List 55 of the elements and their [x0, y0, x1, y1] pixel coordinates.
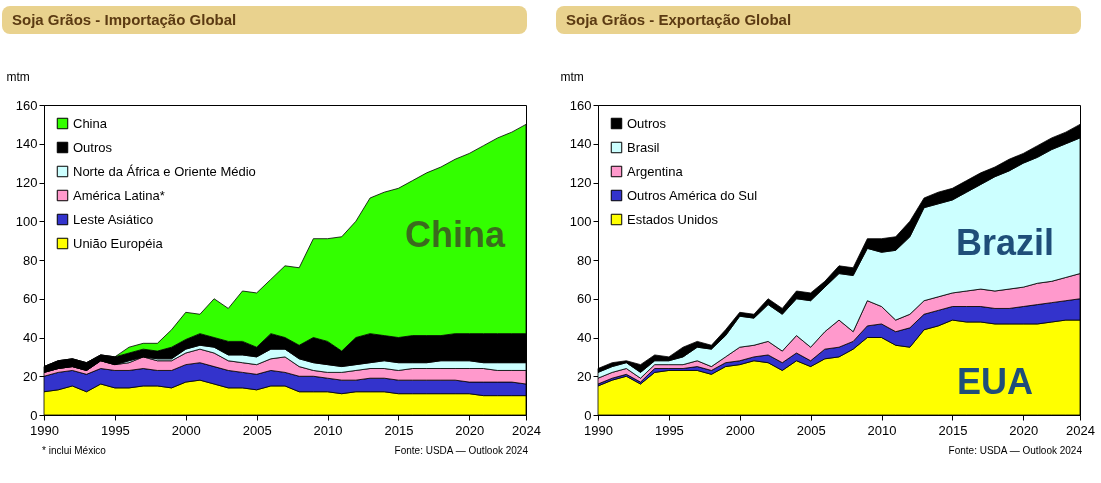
y-tick-label: 40: [23, 330, 38, 345]
x-tick-label: 1990: [584, 422, 613, 438]
x-tick-label: 2000: [725, 422, 755, 438]
x-tick-label: 2005: [796, 422, 826, 438]
x-tick-label: 1995: [654, 422, 684, 438]
annotation: EUA: [956, 361, 1034, 403]
legend-label: Outros América do Sul: [627, 187, 758, 203]
y-tick-label: 140: [15, 136, 38, 152]
x-tick-label: 2024: [512, 422, 541, 438]
y-tick-label: 160: [569, 97, 592, 113]
legend-label: Brasil: [627, 139, 660, 155]
legend-label: China: [73, 115, 108, 131]
y-tick-label: 120: [569, 175, 592, 190]
y-tick-label: 100: [15, 213, 38, 229]
legend-label: Norte da África e Oriente Médio: [73, 163, 256, 179]
x-tick-label: 1990: [30, 422, 59, 438]
legend-label: Outros: [73, 139, 113, 155]
source-note: Fonte: USDA — Outlook 2024: [948, 445, 1082, 456]
chart-title: Soja Grãos - Importação Global: [2, 6, 527, 34]
x-tick-label: 2010: [313, 422, 343, 438]
y-tick-label: 0: [584, 407, 592, 423]
x-tick-label: 2015: [938, 422, 968, 438]
x-tick-label: 2005: [242, 422, 272, 438]
y-axis-title: mtm: [6, 69, 30, 84]
x-tick-label: 2015: [384, 422, 414, 438]
source-note: Fonte: USDA — Outlook 2024: [394, 445, 528, 456]
y-tick-label: 60: [577, 291, 592, 307]
y-tick-label: 40: [577, 330, 592, 345]
y-tick-label: 0: [30, 407, 38, 423]
y-tick-label: 80: [23, 252, 38, 268]
annotation: Brazil: [955, 222, 1055, 264]
y-tick-label: 60: [23, 291, 38, 307]
x-tick-label: 2000: [171, 422, 201, 438]
x-tick-label: 2020: [455, 422, 485, 438]
text: * inclui México: [42, 445, 106, 456]
x-tick-label: 2020: [1009, 422, 1039, 438]
y-tick-label: 120: [15, 175, 38, 190]
x-tick-label: 1995: [100, 422, 130, 438]
y-tick-label: 80: [577, 252, 592, 268]
y-tick-label: 20: [577, 368, 592, 384]
legend-label: União Européia: [73, 235, 164, 251]
y-tick-label: 20: [23, 368, 38, 384]
x-tick-label: 2024: [1066, 422, 1095, 438]
x-tick-label: 2010: [867, 422, 897, 438]
legend-label: Estados Unidos: [627, 211, 719, 227]
legend-label: Leste Asiático: [73, 211, 154, 227]
legend-label: Argentina: [627, 163, 684, 179]
chart-title: Soja Grãos - Exportação Global: [556, 6, 1081, 34]
y-tick-label: 100: [569, 213, 592, 229]
y-tick-label: 140: [569, 136, 592, 152]
annotation: China: [404, 214, 506, 256]
y-tick-label: 160: [15, 97, 38, 113]
legend-label: Outros: [627, 115, 667, 131]
legend-label: América Latina*: [73, 187, 165, 203]
y-axis-title: mtm: [560, 69, 584, 84]
